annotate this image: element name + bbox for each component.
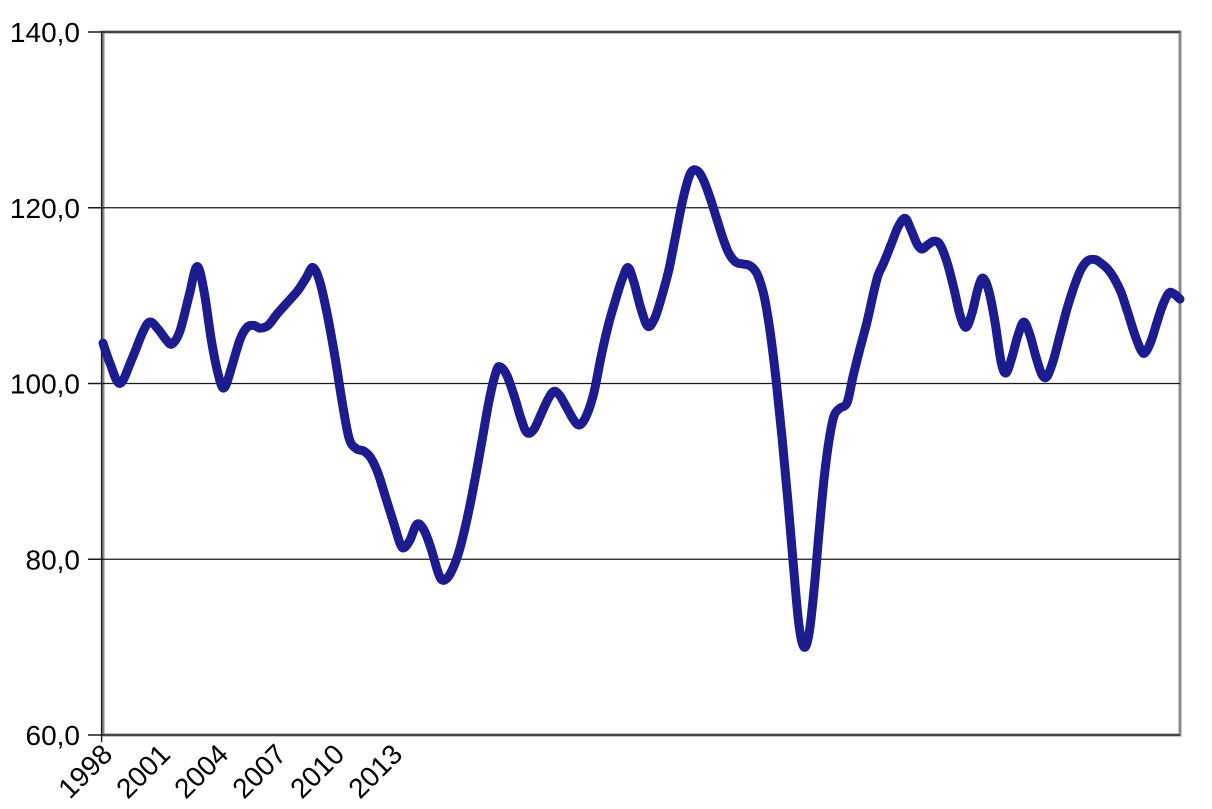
y-axis-tick-label: 80,0	[26, 544, 81, 575]
y-axis-tick-label: 100,0	[10, 369, 80, 400]
y-axis-tick-label: 140,0	[10, 17, 80, 48]
data-line-series	[98, 165, 1185, 652]
y-axis-tick-label: 120,0	[10, 193, 80, 224]
y-axis-tick-label: 60,0	[26, 720, 81, 751]
